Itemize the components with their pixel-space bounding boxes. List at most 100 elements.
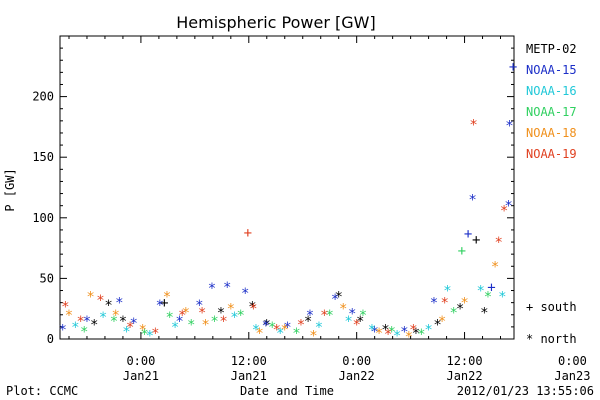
x-tick-date: Jan22 <box>339 369 375 383</box>
north-point: * <box>58 322 66 338</box>
north-point: * <box>468 193 476 209</box>
north-point: * <box>272 322 280 338</box>
north-point: * <box>281 322 289 338</box>
north-point: * <box>315 320 323 336</box>
north-point: * <box>115 296 123 312</box>
north-point: * <box>430 296 438 312</box>
north-point: * <box>450 305 458 321</box>
north-point: * <box>208 281 216 297</box>
north-point: * <box>195 298 203 314</box>
north-point: * <box>400 325 408 341</box>
x-tick-time: 12:00 <box>446 354 482 368</box>
south-point: + <box>487 280 495 296</box>
north-point: * <box>443 284 451 300</box>
north-point: * <box>263 317 271 333</box>
north-point: * <box>230 310 238 326</box>
north-point: * <box>304 314 312 330</box>
north-point: * <box>494 235 502 251</box>
north-point: * <box>112 308 120 324</box>
north-point: * <box>325 308 333 324</box>
north-point: * <box>255 326 263 342</box>
north-point: * <box>276 326 284 342</box>
south-point: + <box>509 59 517 75</box>
x-tick-time: 12:00 <box>231 354 267 368</box>
south-point: + <box>160 296 168 312</box>
north-point: * <box>441 296 449 312</box>
x-tick-time: 0:00 <box>126 354 155 368</box>
north-point: * <box>500 204 508 220</box>
north-point: * <box>433 317 441 333</box>
north-point: * <box>171 320 179 336</box>
north-point: * <box>359 308 367 324</box>
north-point: * <box>388 325 396 341</box>
x-tick-date: Jan22 <box>446 369 482 383</box>
north-point: * <box>119 314 127 330</box>
north-point: * <box>348 307 356 323</box>
north-point: * <box>460 296 468 312</box>
north-point: * <box>409 322 417 338</box>
north-point: * <box>498 290 506 306</box>
north-point: * <box>248 299 256 315</box>
north-point: * <box>384 327 392 343</box>
north-point: * <box>86 290 94 306</box>
north-point: * <box>393 328 401 344</box>
north-point: * <box>356 314 364 330</box>
north-point: * <box>90 317 98 333</box>
y-tick-label: 200 <box>32 90 54 104</box>
north-point: * <box>262 319 270 335</box>
y-tick-label: 100 <box>32 211 54 225</box>
north-point: * <box>104 298 112 314</box>
legend-entry: NOAA-17 <box>526 105 577 119</box>
marker-legend-entry: * north <box>526 332 577 346</box>
y-axis-label: P [GW] <box>3 168 17 211</box>
north-point: * <box>375 326 383 342</box>
y-tick-label: 0 <box>47 332 54 346</box>
north-point: * <box>210 314 218 330</box>
north-point: * <box>368 322 376 338</box>
legend-entry: METP-02 <box>526 42 577 56</box>
north-point: * <box>477 284 485 300</box>
north-point: * <box>438 314 446 330</box>
north-point: * <box>80 325 88 341</box>
north-point: * <box>252 322 260 338</box>
north-point: * <box>469 117 477 133</box>
north-point: * <box>96 293 104 309</box>
north-point: * <box>187 317 195 333</box>
x-axis: 0:00Jan2112:00Jan210:00Jan2212:00Jan220:… <box>68 36 590 383</box>
legend-entry: NOAA-16 <box>526 84 577 98</box>
north-point: * <box>352 317 360 333</box>
north-point: * <box>65 308 73 324</box>
north-point: * <box>217 305 225 321</box>
x-axis-label: Date and Time <box>240 384 334 398</box>
north-point: * <box>417 327 425 343</box>
north-point: * <box>309 328 317 344</box>
north-point: * <box>175 314 183 330</box>
north-point: * <box>456 302 464 318</box>
north-point: * <box>491 259 499 275</box>
north-point: * <box>236 308 244 324</box>
north-point: * <box>76 314 84 330</box>
north-point: * <box>344 314 352 330</box>
x-tick-time: 0:00 <box>342 354 371 368</box>
south-point: + <box>244 225 252 241</box>
north-point: * <box>241 286 249 302</box>
north-point: * <box>110 314 118 330</box>
north-point: * <box>283 320 291 336</box>
south-point: + <box>464 227 472 243</box>
north-point: * <box>122 325 130 341</box>
south-point: + <box>458 244 466 260</box>
north-point: * <box>249 302 257 318</box>
legend-entry: NOAA-15 <box>526 63 577 77</box>
north-point: * <box>381 322 389 338</box>
north-point: * <box>223 280 231 296</box>
footer-credit: Plot: CCMC <box>6 384 78 398</box>
north-point: * <box>198 305 206 321</box>
north-point: * <box>227 302 235 318</box>
chart-title: Hemispheric Power [GW] <box>176 13 375 32</box>
legend-entry: NOAA-18 <box>526 126 577 140</box>
legend: METP-02 NOAA-15 NOAA-16 NOAA-17 NOAA-18 NOAA-… <box>526 42 577 161</box>
north-point: * <box>178 308 186 324</box>
north-point: * <box>165 310 173 326</box>
north-point: * <box>140 327 148 343</box>
